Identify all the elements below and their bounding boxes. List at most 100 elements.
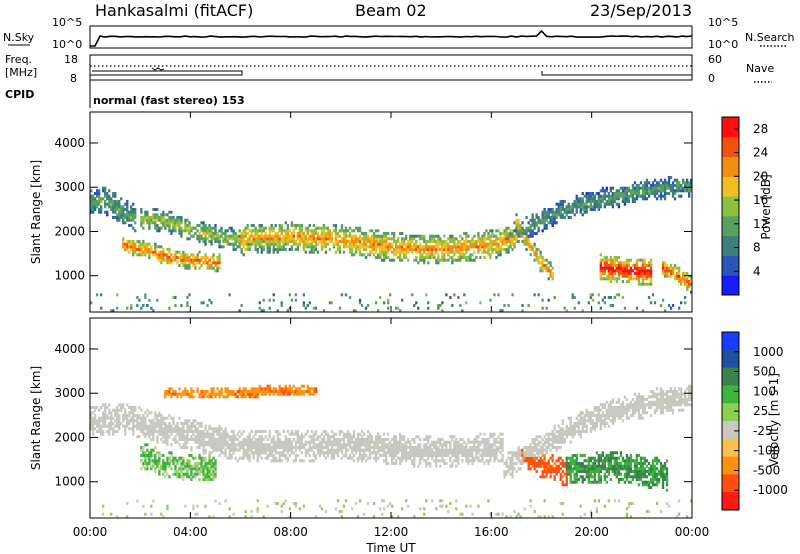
cell bbox=[535, 232, 538, 235]
cell bbox=[545, 438, 548, 441]
cell bbox=[242, 242, 245, 246]
cell bbox=[553, 432, 556, 436]
cell bbox=[479, 256, 482, 259]
cell bbox=[344, 432, 348, 436]
cell bbox=[413, 237, 416, 241]
cell bbox=[356, 226, 360, 230]
cell bbox=[292, 390, 295, 393]
cell bbox=[96, 419, 99, 423]
cell bbox=[206, 264, 209, 267]
cell bbox=[445, 242, 448, 246]
cell bbox=[338, 448, 342, 452]
cell bbox=[377, 448, 380, 452]
cell bbox=[443, 245, 446, 249]
cell bbox=[254, 451, 257, 455]
cell bbox=[615, 293, 618, 297]
cell bbox=[306, 384, 309, 388]
cell bbox=[244, 234, 247, 238]
cell bbox=[168, 464, 171, 468]
cell bbox=[655, 197, 659, 201]
cell bbox=[182, 446, 185, 449]
cell bbox=[90, 200, 93, 203]
cell bbox=[469, 440, 472, 444]
cell bbox=[360, 435, 364, 439]
cell bbox=[501, 440, 504, 444]
cell bbox=[182, 462, 185, 465]
cell bbox=[625, 192, 629, 195]
cell bbox=[407, 504, 410, 508]
cell bbox=[491, 454, 494, 457]
cell bbox=[120, 408, 123, 412]
cell bbox=[533, 245, 536, 249]
cell bbox=[152, 424, 155, 428]
cell bbox=[641, 194, 645, 198]
cell bbox=[686, 272, 689, 275]
cell bbox=[603, 301, 606, 305]
cell bbox=[661, 264, 665, 267]
cell bbox=[196, 390, 199, 393]
cell bbox=[170, 454, 173, 457]
cell bbox=[539, 451, 542, 455]
cell bbox=[136, 416, 139, 420]
cell bbox=[517, 448, 520, 452]
cell bbox=[280, 304, 283, 307]
cell bbox=[282, 234, 285, 238]
cell bbox=[635, 258, 639, 262]
cell bbox=[559, 456, 562, 460]
cell bbox=[684, 189, 687, 193]
cell bbox=[615, 194, 618, 198]
cell bbox=[240, 390, 243, 393]
cell bbox=[395, 306, 398, 310]
cell bbox=[537, 515, 540, 519]
cell bbox=[174, 392, 177, 396]
cell bbox=[348, 440, 352, 444]
cell bbox=[573, 205, 576, 209]
cell bbox=[511, 456, 514, 460]
cell bbox=[258, 448, 261, 452]
cell bbox=[266, 438, 269, 441]
cell bbox=[675, 274, 679, 278]
cell bbox=[276, 459, 279, 463]
cell bbox=[645, 197, 649, 201]
cell bbox=[360, 459, 364, 463]
cell bbox=[362, 451, 366, 455]
cell bbox=[202, 229, 205, 233]
cell bbox=[158, 253, 161, 257]
cell bbox=[226, 395, 229, 399]
cell bbox=[278, 392, 281, 396]
cell bbox=[483, 432, 486, 436]
cell bbox=[671, 184, 675, 187]
cell bbox=[491, 446, 494, 449]
cell bbox=[256, 229, 259, 233]
cell bbox=[224, 232, 227, 235]
cell bbox=[449, 435, 452, 439]
cell bbox=[328, 248, 332, 251]
cell bbox=[427, 306, 430, 310]
cell bbox=[92, 432, 95, 436]
cell bbox=[250, 242, 253, 246]
cell bbox=[198, 456, 201, 460]
cell bbox=[244, 387, 247, 391]
cell bbox=[505, 462, 508, 465]
cell bbox=[453, 459, 456, 463]
cell bbox=[190, 472, 193, 476]
cell bbox=[292, 392, 295, 396]
cell bbox=[254, 237, 257, 241]
cell bbox=[264, 234, 267, 238]
cell bbox=[250, 395, 253, 399]
cell bbox=[627, 280, 631, 283]
cell bbox=[407, 248, 410, 251]
cell bbox=[473, 446, 476, 449]
cell bbox=[431, 451, 434, 455]
cell bbox=[445, 504, 448, 508]
cell bbox=[505, 226, 508, 230]
cell bbox=[270, 226, 273, 230]
cell bbox=[148, 462, 151, 465]
cell bbox=[146, 250, 149, 254]
cell bbox=[533, 462, 536, 465]
cell bbox=[609, 266, 612, 270]
cell bbox=[475, 456, 478, 460]
cell bbox=[254, 443, 257, 447]
cell bbox=[449, 459, 452, 463]
cell bbox=[162, 467, 165, 471]
